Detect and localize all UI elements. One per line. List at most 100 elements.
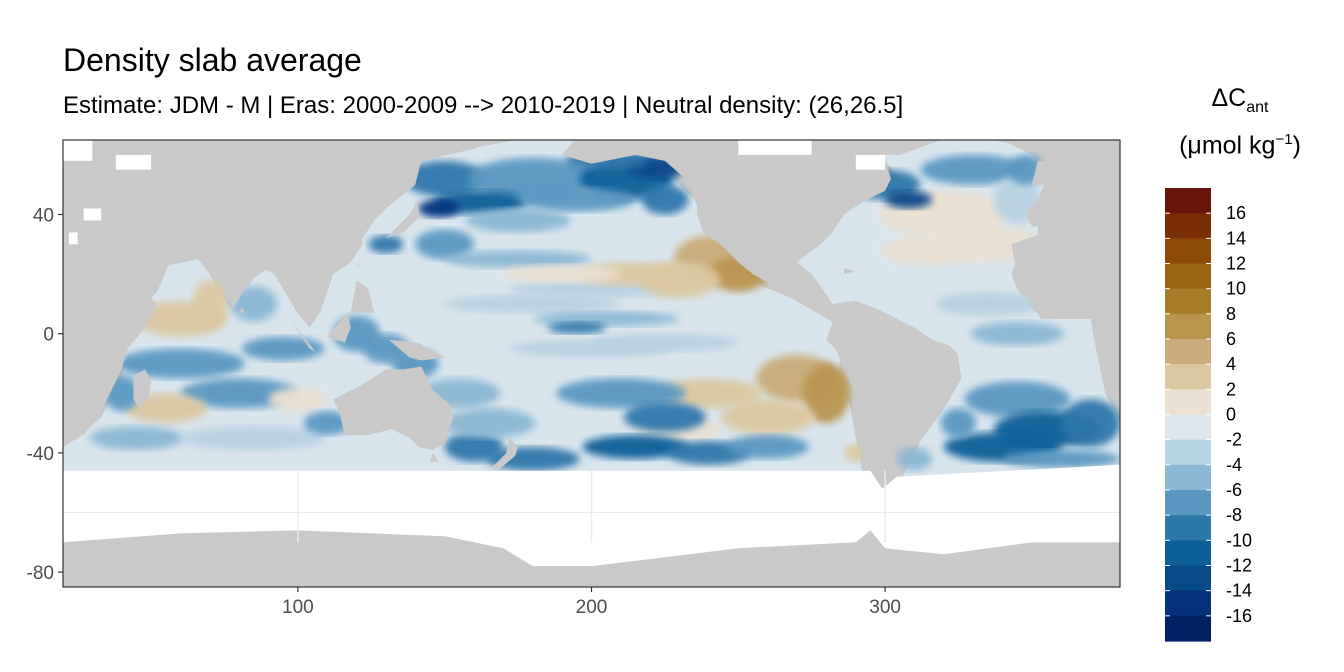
landmass-12 <box>356 259 363 269</box>
y-tick-label: 40 <box>33 206 54 227</box>
no-data-patch-2 <box>738 140 812 155</box>
anomaly-blob <box>89 426 184 450</box>
anomaly-blob <box>547 321 607 334</box>
landmass-15 <box>844 268 856 275</box>
anomaly-blob <box>303 411 351 435</box>
anomaly-blob <box>444 432 504 462</box>
no-data-patch-5 <box>83 208 102 221</box>
y-tick-label: -40 <box>27 444 54 465</box>
landmass-6 <box>63 140 497 328</box>
landmass-4 <box>63 229 157 438</box>
legend-title-sub: ant <box>1246 99 1269 116</box>
anomaly-blob <box>726 435 809 459</box>
legend-swatch <box>1165 188 1211 214</box>
legend-swatch <box>1165 439 1211 466</box>
landmass-9 <box>327 312 351 343</box>
anomaly-blob <box>503 265 621 283</box>
legend-label: 14 <box>1226 228 1246 248</box>
anomaly-blob <box>441 408 536 438</box>
anomaly-blob <box>940 408 977 438</box>
anomaly-blob <box>934 292 1041 316</box>
legend-label: -10 <box>1226 530 1252 550</box>
legend-label: 0 <box>1226 405 1236 425</box>
landmass-20 <box>1011 223 1120 325</box>
legend-swatch <box>1165 364 1211 390</box>
no-data-patch-0 <box>63 140 93 161</box>
legend-label: -12 <box>1226 556 1252 576</box>
landmass-17 <box>1002 140 1018 143</box>
legend-swatch <box>1165 414 1211 441</box>
y-tick-label: 0 <box>43 325 54 346</box>
anomaly-blob <box>1061 399 1120 447</box>
legend-label: 4 <box>1226 354 1236 374</box>
anomaly-blob <box>368 235 404 254</box>
legend-label: 8 <box>1226 304 1236 324</box>
legend-swatch <box>1165 615 1211 642</box>
legend-swatch <box>1165 540 1211 567</box>
x-tick-label: 300 <box>869 597 901 618</box>
legend-label: 16 <box>1226 203 1246 223</box>
landmass-2 <box>491 438 519 471</box>
anomaly-blob <box>444 295 621 313</box>
anomaly-blob <box>885 190 933 209</box>
anomaly-blob <box>242 336 325 361</box>
anomaly-blob <box>418 199 460 218</box>
anomaly-blob <box>882 235 977 266</box>
legend-swatch <box>1165 213 1211 239</box>
anomaly-blob <box>115 348 246 379</box>
legend-label: -8 <box>1226 505 1242 525</box>
landmass-5 <box>133 369 152 409</box>
anomaly-blob <box>192 280 228 328</box>
anomaly-blob <box>623 402 707 433</box>
legend-swatch <box>1165 313 1211 340</box>
anomaly-blob <box>656 378 762 409</box>
anomaly-blob <box>802 363 850 424</box>
chart-subtitle: Estimate: JDM - M | Eras: 2000-2009 --> … <box>63 92 904 119</box>
anomaly-blob <box>970 321 1065 346</box>
legend-label: 10 <box>1226 279 1246 299</box>
legend-swatch <box>1165 389 1211 416</box>
no-data-patch-1 <box>115 154 152 170</box>
x-tick-label: 200 <box>576 597 608 618</box>
anomaly-blob <box>268 387 328 412</box>
landmass-3 <box>826 300 959 498</box>
legend-swatch <box>1165 263 1211 290</box>
legend-swatch <box>1165 515 1211 541</box>
anomaly-blob <box>444 250 592 269</box>
anomaly-blob <box>403 160 486 197</box>
legend-title: ΔCant (μmol kg−1) <box>1150 84 1330 160</box>
legend-unit-pre: (μmol kg <box>1179 131 1276 160</box>
anomaly-blob <box>415 229 475 260</box>
landmass-18 <box>1031 160 1056 185</box>
legend-unit-post: ) <box>1292 131 1301 160</box>
legend-swatch <box>1165 565 1211 592</box>
legend-label: -4 <box>1226 455 1242 475</box>
legend-swatch <box>1165 339 1211 365</box>
landmass-0 <box>333 366 454 450</box>
no-data-patch-3 <box>855 154 886 170</box>
legend-label: -16 <box>1226 606 1252 626</box>
legend-unit-sup: −1 <box>1275 131 1293 148</box>
anomaly-blob <box>518 187 636 212</box>
landmass-10 <box>388 339 445 361</box>
anomaly-blob <box>465 208 571 233</box>
landmass-14 <box>562 140 891 310</box>
legend-swatch <box>1165 590 1211 617</box>
landmass-16 <box>870 140 942 155</box>
anomaly-blob <box>896 446 933 471</box>
anomaly-blob <box>964 381 1071 418</box>
anomaly-blob <box>582 435 689 459</box>
x-tick-label: 100 <box>282 597 314 618</box>
legend-label: -14 <box>1226 581 1252 601</box>
landmass-7 <box>239 306 245 313</box>
landmass-19 <box>1026 140 1120 227</box>
legend-swatch <box>1165 238 1211 265</box>
legend-label: -6 <box>1226 480 1242 500</box>
legend-label: -2 <box>1226 430 1242 450</box>
landmass-21 <box>63 530 1120 587</box>
anomaly-blob <box>556 378 686 409</box>
anomaly-blob <box>920 154 1027 185</box>
legend-label: 6 <box>1226 329 1236 349</box>
